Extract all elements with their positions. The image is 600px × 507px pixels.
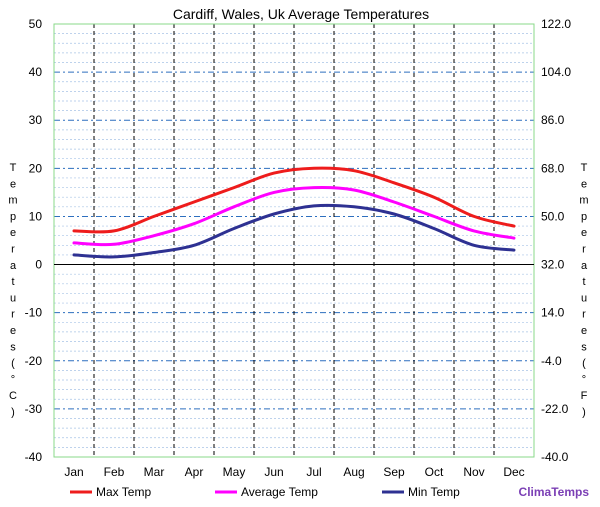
y-axis-title-char: m [8,195,17,207]
y-tick-label-right: -40.0 [541,450,569,464]
y-axis-title-char: s [10,341,16,353]
y-axis-title-char: p [581,211,587,223]
y-axis-title-char: r [582,309,586,321]
max-temp-line [72,166,516,234]
y-tick-label-left: -40 [25,450,43,464]
y-tick-label-right: 104.0 [541,65,571,79]
y-tick-label-right: 122.0 [541,17,571,31]
y-axis-left-label: Temperatures(°C) [8,162,17,419]
y-axis-title-char: e [581,178,587,190]
plot-border [53,23,535,458]
y-axis-left-ticks: 50 40 30 20 10 0 -10 -20 -30 -40 [25,17,43,464]
y-axis-title-char: a [10,260,17,272]
y-axis-title-char: T [10,162,17,174]
y-axis-title-char: r [582,244,586,256]
y-axis-title-char: r [11,244,15,256]
y-axis-title-char: s [581,341,587,353]
y-tick-label-left: -30 [25,402,43,416]
y-axis-title-char: r [11,309,15,321]
x-tick-label: Jun [264,465,283,479]
y-tick-label-left: 40 [29,65,43,79]
y-tick-label-right: 50.0 [541,209,565,223]
y-axis-title-char: ° [11,374,15,386]
x-tick-label: Jul [306,465,321,479]
x-tick-label: May [223,465,246,479]
y-axis-title-char: F [581,390,588,402]
y-axis-title-char: u [10,292,16,304]
x-tick-label: Aug [343,465,364,479]
y-axis-title-char: e [581,227,587,239]
y-tick-label-left: -20 [25,354,43,368]
y-tick-label-left: 30 [29,113,43,127]
grid [54,24,534,457]
y-tick-label-right: 14.0 [541,306,565,320]
y-tick-label-left: 50 [29,17,43,31]
x-tick-label: Jan [64,465,83,479]
y-tick-label-right: 32.0 [541,258,565,272]
y-tick-label-right: -22.0 [541,402,569,416]
y-axis-title-char: t [582,276,585,288]
y-tick-label-left: -10 [25,306,43,320]
x-tick-label: Nov [463,465,484,479]
y-axis-right-ticks: 122.0 104.0 86.0 68.0 50.0 32.0 14.0 -4.0 -22.0 -… [541,17,571,464]
y-tick-label-right: -4.0 [541,354,562,368]
y-tick-label-right: 86.0 [541,113,565,127]
x-axis-ticks: Jan Feb Mar Apr May Jun Jul Aug Sep Oct Nov Dec [64,465,524,479]
x-tick-label: Sep [383,465,405,479]
y-axis-title-char: e [10,178,16,190]
max-temp-legend-label: Max Temp [96,485,151,499]
y-axis-title-char: e [10,227,16,239]
y-tick-label-left: 0 [35,258,42,272]
y-axis-title-char: T [581,162,588,174]
chart-title: Cardiff, Wales, Uk Average Temperatures [173,6,429,22]
min-temp-legend-label: Min Temp [408,485,460,499]
average-temp-line [72,185,516,247]
y-axis-title-char: e [10,325,16,337]
x-tick-label: Dec [503,465,524,479]
series-lines [72,166,516,259]
y-axis-title-char: ( [582,358,586,370]
min-temp-line [72,203,516,259]
x-tick-label: Apr [185,465,204,479]
y-axis-title-char: ° [582,374,586,386]
x-tick-label: Oct [425,465,444,479]
y-axis-right-label: Temperatures(°F) [579,162,588,419]
y-axis-title-char: e [581,325,587,337]
y-axis-title-char: C [9,390,17,402]
y-axis-title-char: p [10,211,16,223]
y-axis-title-char: ( [11,358,15,370]
y-axis-title-char: ) [582,407,586,419]
x-tick-label: Feb [104,465,125,479]
legend: Max Temp Average Temp Min Temp [70,485,460,499]
y-axis-title-char: ) [11,407,15,419]
y-axis-title-char: a [581,260,588,272]
y-tick-label-left: 20 [29,161,43,175]
y-axis-title-char: m [579,195,588,207]
y-tick-label-right: 68.0 [541,161,565,175]
y-tick-label-left: 10 [29,209,43,223]
brand-logo: ClimaTemps [519,485,590,499]
y-axis-title-char: t [11,276,14,288]
average-temp-legend-label: Average Temp [241,485,318,499]
y-axis-title-char: u [581,292,587,304]
x-tick-label: Mar [144,465,165,479]
